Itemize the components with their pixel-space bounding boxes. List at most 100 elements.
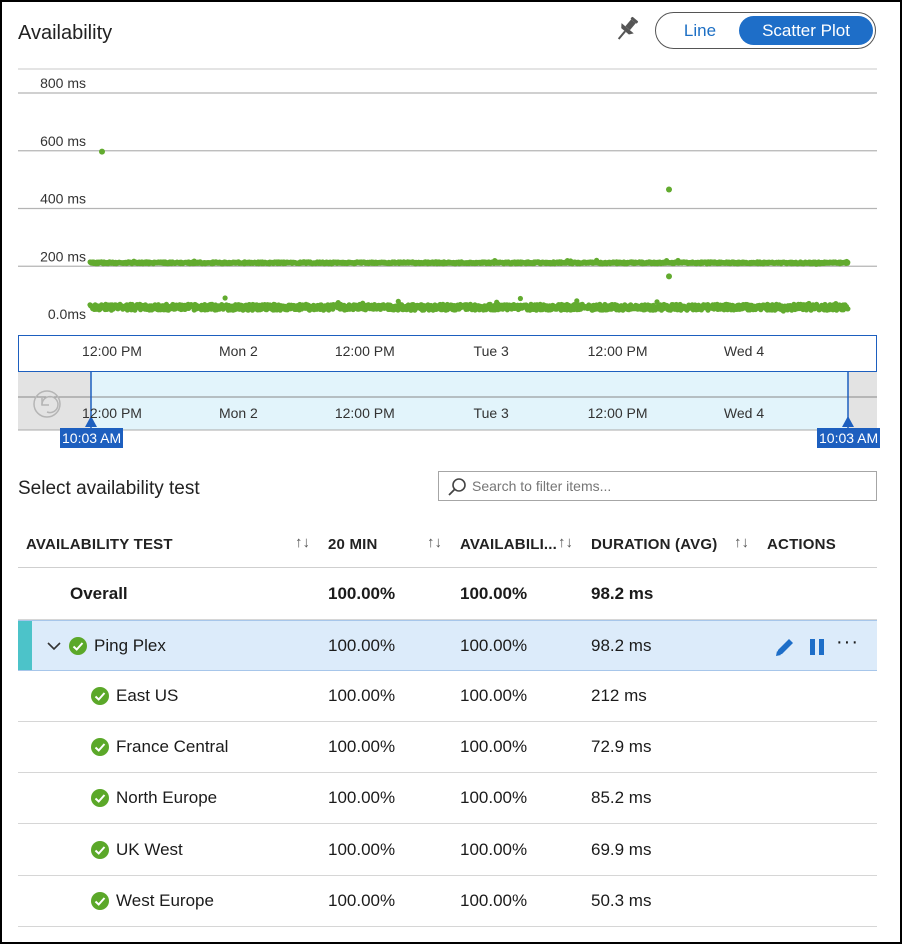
check-circle-icon [91, 738, 109, 757]
row-name: West Europe [116, 890, 214, 910]
header-duration-avg[interactable]: DURATION (AVG) [591, 536, 718, 553]
panel-title: Availability [18, 22, 113, 44]
row-name: Ping Plex [94, 636, 166, 655]
brush-end-handle[interactable] [842, 416, 854, 427]
brush-end-time: 10:03 AM [817, 428, 881, 448]
row-availability: 100.00% [460, 686, 528, 705]
chart-view-toggle: Line Scatter Plot [655, 12, 876, 49]
table-row-location[interactable]: France Central 100.00% 100.00% 72.9 ms [18, 722, 877, 774]
brush-selection[interactable] [91, 372, 848, 430]
table-row-overall[interactable]: Overall 100.00% 100.00% 98.2 ms [18, 569, 877, 620]
brush-top-x-label: Tue 3 [474, 343, 509, 359]
row-availability: 100.00% [460, 890, 528, 910]
row-20min: 100.00% [328, 839, 396, 859]
chart-gridlines [18, 68, 877, 267]
header-availability-test[interactable]: AVAILABILITY TEST [26, 536, 173, 553]
sort-icon[interactable]: ↑↓ [558, 534, 573, 551]
row-20min: 100.00% [328, 890, 396, 910]
header-availability[interactable]: AVAILABILI... [460, 536, 558, 553]
line-view-button[interactable]: Line [683, 21, 717, 40]
more-icon[interactable]: ··· [836, 631, 859, 653]
select-test-title: Select availability test [18, 478, 200, 499]
scatter-point [845, 306, 851, 312]
sort-icon[interactable]: ↑↓ [427, 534, 442, 551]
row-duration: 98.2 ms [591, 636, 652, 655]
check-circle-icon [91, 687, 109, 705]
brush-x-label: Tue 3 [474, 405, 509, 421]
scatter-plot-view-button[interactable]: Scatter Plot [739, 16, 873, 45]
row-20min: 100.00% [328, 737, 396, 757]
table-row-location[interactable]: East US 100.00% 100.00% 212 ms [18, 671, 877, 722]
y-tick-label: 800 ms [40, 75, 86, 91]
scatter-point-outlier [99, 148, 105, 155]
check-circle-icon [91, 789, 109, 808]
brush-x-label: 12:00 PM [335, 405, 395, 421]
scatter-point [222, 295, 228, 301]
y-tick-label: 200 ms [40, 248, 86, 264]
table-row-test[interactable]: Ping Plex 100.00% 100.00% 98.2 ms ··· [18, 620, 877, 671]
brush-x-label: 12:00 PM [588, 405, 648, 421]
edit-icon[interactable] [772, 634, 798, 660]
scatter-point-outlier [666, 186, 672, 193]
scatter-point [654, 299, 660, 305]
brush-top-x-label: Mon 2 [219, 343, 258, 359]
header-actions: ACTIONS [767, 536, 836, 553]
header-20-min[interactable]: 20 MIN [328, 536, 378, 553]
brush-top-x-label: Wed 4 [724, 343, 764, 359]
table-row-location[interactable]: UK West 100.00% 100.00% 69.9 ms [18, 825, 877, 876]
check-circle-icon [69, 637, 87, 655]
row-20min: 100.00% [328, 636, 396, 655]
brush-x-label: Mon 2 [219, 405, 258, 421]
selected-row-marker [18, 621, 32, 670]
row-duration: 212 ms [591, 686, 647, 705]
chevron-down-icon[interactable] [45, 637, 63, 655]
table-row-location[interactable]: West Europe 100.00% 100.00% 50.3 ms [18, 876, 877, 927]
row-name: Overall [70, 584, 128, 603]
brush-top-x-label: 12:00 PM [82, 343, 142, 359]
row-name: East US [116, 686, 179, 705]
row-duration: 98.2 ms [591, 584, 654, 603]
row-20min: 100.00% [328, 788, 396, 808]
chart-points [87, 148, 851, 314]
brush-top-x-label: 12:00 PM [588, 343, 648, 359]
scatter-point-outlier [666, 273, 672, 280]
row-availability: 100.00% [460, 584, 528, 603]
check-circle-icon [91, 891, 109, 910]
row-availability: 100.00% [460, 737, 528, 757]
row-duration: 50.3 ms [591, 890, 652, 910]
row-name: North Europe [116, 788, 218, 808]
brush-x-label: Wed 4 [724, 405, 764, 421]
reset-zoom-icon[interactable] [33, 390, 61, 418]
sort-icon[interactable]: ↑↓ [295, 534, 310, 551]
scatter-point [845, 259, 851, 265]
table-header: AVAILABILITY TEST ↑↓ 20 MIN ↑↓ AVAILABIL… [18, 522, 877, 568]
search-icon [448, 478, 466, 496]
row-duration: 72.9 ms [591, 737, 652, 757]
row-duration: 69.9 ms [591, 839, 652, 859]
row-availability: 100.00% [460, 636, 528, 655]
row-availability: 100.00% [460, 839, 528, 859]
chart-y-axis: 0.0ms 200 ms 400 ms 600 ms 800 ms [40, 75, 86, 322]
check-circle-icon [91, 840, 109, 859]
scatter-point [574, 298, 580, 304]
scatter-point [517, 295, 524, 302]
y-tick-label: 400 ms [40, 191, 86, 207]
row-20min: 100.00% [328, 584, 396, 603]
pin-icon[interactable] [612, 14, 642, 44]
y-tick-label: 600 ms [40, 133, 86, 149]
search-input[interactable]: Search to filter items... [472, 478, 612, 494]
sort-icon[interactable]: ↑↓ [734, 534, 749, 551]
row-name: France Central [116, 737, 229, 757]
search-box[interactable]: Search to filter items... [438, 471, 877, 501]
table-row-location[interactable]: North Europe 100.00% 100.00% 85.2 ms [18, 773, 877, 825]
scatter-chart[interactable]: 0.0ms 200 ms 400 ms 600 ms 800 ms 12:00 PM Mo… [0, 60, 902, 432]
row-name: UK West [116, 839, 183, 859]
brush-start-time: 10:03 AM [60, 428, 124, 448]
row-availability: 100.00% [460, 788, 528, 808]
brush-start-handle[interactable] [85, 416, 97, 427]
brush-x-label: 12:00 PM [82, 405, 142, 421]
y-tick-label: 0.0ms [48, 306, 86, 322]
time-range-brush[interactable]: 12:00 PM Mon 2 12:00 PM Tue 3 12:00 PM Wed 4 … [18, 335, 877, 431]
pause-icon[interactable] [804, 634, 830, 660]
